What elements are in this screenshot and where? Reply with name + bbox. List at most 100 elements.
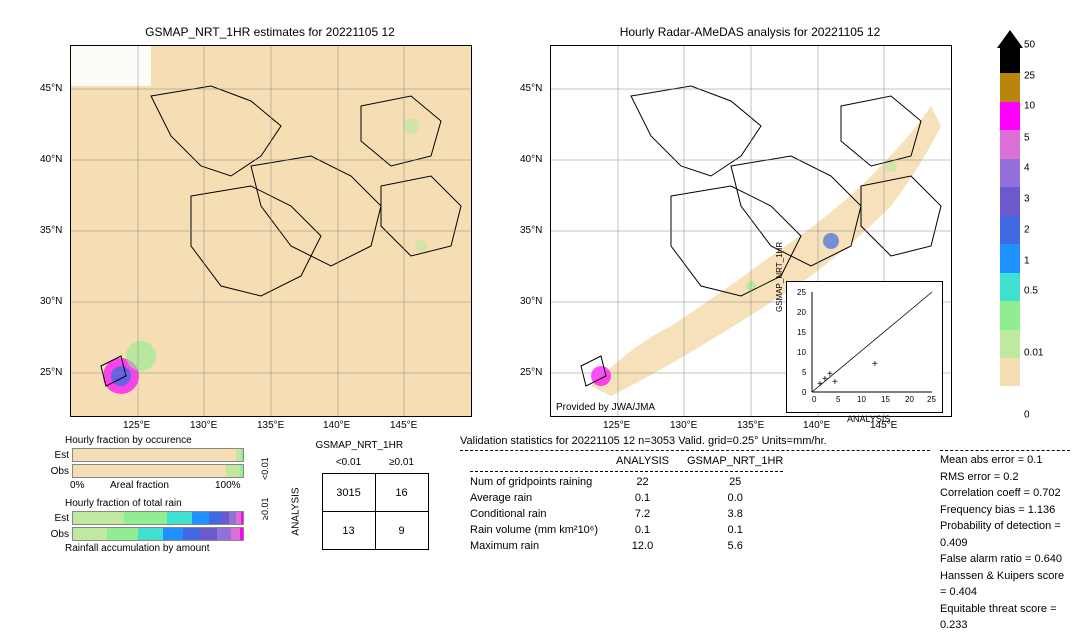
map1-xtick: 140°E xyxy=(323,420,350,431)
map2-xtick: 125°E xyxy=(603,420,630,431)
val-row-label: Maximum rain xyxy=(462,539,606,553)
score-value: 0.233 xyxy=(940,619,968,631)
score-label: Correlation coeff = xyxy=(940,487,1030,499)
colorbar-label: 10 xyxy=(1024,101,1035,112)
colorbar-segment xyxy=(1000,45,1020,73)
conf-col1: ≥0.01 xyxy=(375,451,428,474)
val-row-label: Rain volume (mm km²10⁶) xyxy=(462,523,606,537)
val-row-b: 5.6 xyxy=(679,539,791,553)
val-row-a: 12.0 xyxy=(608,539,677,553)
bar-segment xyxy=(192,512,209,524)
map1-ytick: 35°N xyxy=(40,225,62,236)
conf-row1: ≥0.01 xyxy=(260,498,270,520)
val-row-a: 0.1 xyxy=(608,523,677,537)
colorbar-segment xyxy=(1000,73,1020,101)
map2-ytick: 30°N xyxy=(520,296,542,307)
est-label: Est xyxy=(45,513,72,524)
colorbar-arrow-icon xyxy=(997,30,1023,48)
est-label: Est xyxy=(45,450,72,461)
colorbar: 502510543210.50.010 xyxy=(1000,45,1020,415)
bar-segment xyxy=(221,512,230,524)
svg-text:+: + xyxy=(832,377,838,388)
val-row-b: 0.1 xyxy=(679,523,791,537)
colorbar-segment xyxy=(1000,187,1020,215)
val-row-label: Average rain xyxy=(462,491,606,505)
fraction-total-footer: Rainfall accumulation by amount xyxy=(65,543,210,554)
map1-xtick: 145°E xyxy=(390,420,417,431)
svg-text:+: + xyxy=(872,359,878,370)
score-label: Equitable threat score = xyxy=(940,603,1057,615)
svg-text:10: 10 xyxy=(797,348,806,357)
bar-segment xyxy=(231,528,240,540)
bar-segment xyxy=(107,528,138,540)
fraction-0pct: 0% xyxy=(70,480,84,491)
conf-col-header: GSMAP_NRT_1HR xyxy=(290,440,429,451)
conf-row-header: ANALYSIS xyxy=(290,487,301,537)
svg-text:25: 25 xyxy=(797,288,806,297)
score-value: 1.136 xyxy=(1028,504,1056,516)
colorbar-label: 2 xyxy=(1024,225,1030,236)
bar-segment xyxy=(209,512,221,524)
val-col-gsmap: GSMAP_NRT_1HR xyxy=(679,454,791,468)
score-label: RMS error = xyxy=(940,471,1000,483)
map2-xtick: 135°E xyxy=(737,420,764,431)
svg-text:0: 0 xyxy=(812,395,817,404)
val-row-label: Conditional rain xyxy=(462,507,606,521)
bar-segment xyxy=(183,528,200,540)
svg-text:10: 10 xyxy=(857,395,866,404)
colorbar-label: 5 xyxy=(1024,132,1030,143)
bar-segment xyxy=(73,528,107,540)
obs-label: Obs xyxy=(45,529,72,540)
colorbar-label: 25 xyxy=(1024,70,1035,81)
svg-text:20: 20 xyxy=(797,308,806,317)
bar-segment xyxy=(138,528,164,540)
colorbar-segment xyxy=(1000,244,1020,272)
scores-list: Mean abs error = 0.1RMS error = 0.2Corre… xyxy=(940,452,1070,634)
fraction-occurrence-obs: Obs xyxy=(45,464,244,478)
score-label: Frequency bias = xyxy=(940,504,1025,516)
score-value: 0.640 xyxy=(1034,553,1062,565)
map2-xtick: 140°E xyxy=(803,420,830,431)
fraction-total-est: Est xyxy=(45,511,244,525)
map1-ytick: 40°N xyxy=(40,154,62,165)
colorbar-segment xyxy=(1000,102,1020,130)
inset-scatter: + + + + + 0 5 10 15 20 25 0 5 10 15 20 2… xyxy=(786,281,943,413)
map1-xtick: 125°E xyxy=(123,420,150,431)
colorbar-label: 50 xyxy=(1024,40,1035,51)
map1-title: GSMAP_NRT_1HR estimates for 20221105 12 xyxy=(70,25,470,39)
score-label: Mean abs error = xyxy=(940,454,1024,466)
val-row-a: 0.1 xyxy=(608,491,677,505)
bar-segment xyxy=(73,512,124,524)
colorbar-label: 3 xyxy=(1024,193,1030,204)
map2-attribution: Provided by JWA/JMA xyxy=(556,402,655,413)
map1-svg xyxy=(71,46,471,416)
bar-segment xyxy=(229,512,236,524)
validation-table: ANALYSISGSMAP_NRT_1HR Num of gridpoints … xyxy=(460,452,793,555)
conf-cell: 16 xyxy=(375,474,428,512)
bar-segment xyxy=(124,512,167,524)
colorbar-segment xyxy=(1000,330,1020,358)
score-label: False alarm ratio = xyxy=(940,553,1031,565)
fraction-total-title: Hourly fraction of total rain xyxy=(65,498,182,509)
colorbar-segment xyxy=(1000,301,1020,329)
inset-svg: + + + + + 0 5 10 15 20 25 0 5 10 15 20 2… xyxy=(787,282,942,412)
bar-segment xyxy=(163,528,183,540)
map2-ytick: 45°N xyxy=(520,83,542,94)
inset-ylabel: GSMAP_NRT_1HR xyxy=(775,242,784,312)
colorbar-segment xyxy=(1000,130,1020,158)
svg-text:25: 25 xyxy=(927,395,936,404)
map2-xtick: 145°E xyxy=(870,420,897,431)
conf-cell: 13 xyxy=(322,512,375,550)
conf-cell: 9 xyxy=(375,512,428,550)
score-value: 0.2 xyxy=(1003,471,1018,483)
map2-ytick: 40°N xyxy=(520,154,542,165)
confusion-matrix: GSMAP_NRT_1HR <0.01≥0.01 ANALYSIS301516 … xyxy=(270,440,429,550)
colorbar-segment xyxy=(1000,216,1020,244)
map1-xtick: 130°E xyxy=(190,420,217,431)
colorbar-segment xyxy=(1000,386,1020,414)
svg-text:0: 0 xyxy=(802,388,807,397)
colorbar-segment xyxy=(1000,159,1020,187)
fraction-occurrence-title: Hourly fraction by occurence xyxy=(65,435,192,446)
colorbar-label: 0.5 xyxy=(1024,286,1038,297)
svg-text:5: 5 xyxy=(836,395,841,404)
